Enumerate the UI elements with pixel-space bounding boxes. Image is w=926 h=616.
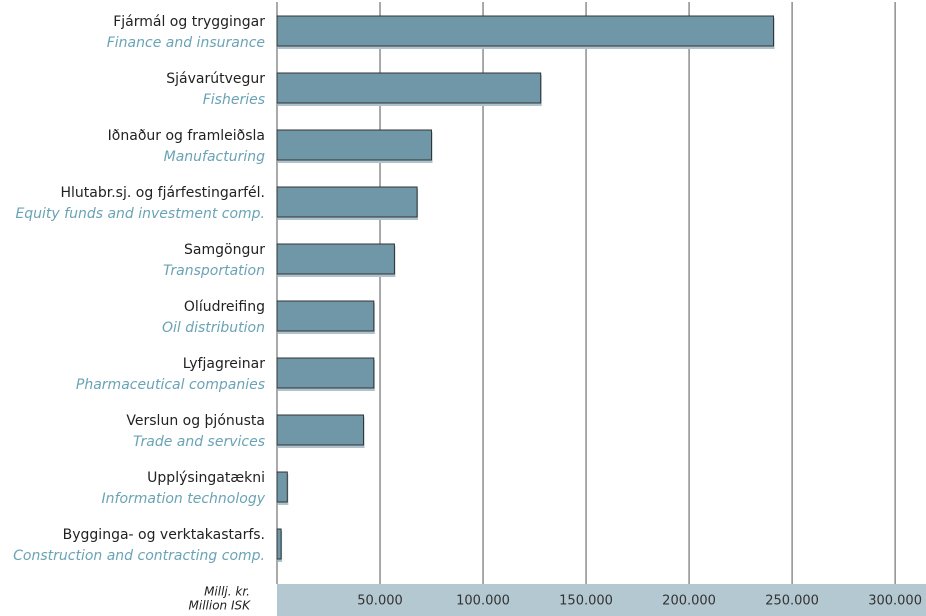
category-label: Verslun og þjónusta [126, 413, 265, 429]
category-label: Upplýsingatækni [147, 470, 265, 486]
category-label: Samgöngur [184, 242, 265, 258]
bar [276, 300, 375, 332]
bar [276, 414, 365, 446]
category-label-en: Manufacturing [164, 149, 265, 165]
category-label: Olíudreifing [184, 299, 265, 315]
x-axis-label: Millj. kr. [204, 585, 250, 599]
x-tick-label: 200.000 [662, 594, 716, 609]
bar [276, 471, 288, 503]
category-label: Iðnaður og framleiðsla [108, 128, 265, 144]
x-tick-label: 250.000 [765, 594, 819, 609]
bar [276, 72, 542, 104]
axis-band [277, 584, 926, 616]
x-tick-label: 100.000 [456, 594, 510, 609]
category-label-en: Oil distribution [162, 320, 265, 336]
category-label: Fjármál og tryggingar [113, 14, 265, 30]
bar [276, 15, 775, 47]
category-label: Lyfjagreinar [183, 356, 265, 372]
bar [276, 357, 375, 389]
category-label-en: Transportation [163, 263, 265, 279]
category-label: Bygginga- og verktakastarfs. [63, 527, 265, 543]
bar [276, 186, 418, 218]
x-tick-label: 300.000 [868, 594, 922, 609]
category-label-en: Fisheries [203, 92, 265, 108]
category-label-en: Construction and contracting comp. [13, 548, 265, 564]
category-label-en: Information technology [102, 491, 266, 507]
category-label: Hlutabr.sj. og fjárfestingarfél. [61, 185, 266, 201]
bar [276, 243, 395, 275]
x-tick-label: 150.000 [559, 594, 613, 609]
x-tick-label: 50.000 [357, 594, 403, 609]
category-label-en: Equity funds and investment comp. [15, 206, 265, 222]
bar [276, 129, 433, 161]
category-label-en: Trade and services [133, 434, 265, 450]
category-label: Sjávarútvegur [166, 71, 265, 87]
bar [276, 528, 282, 560]
category-label-en: Finance and insurance [107, 35, 265, 51]
x-axis-label-en: Million ISK [189, 599, 252, 613]
category-label-en: Pharmaceutical companies [76, 377, 265, 393]
